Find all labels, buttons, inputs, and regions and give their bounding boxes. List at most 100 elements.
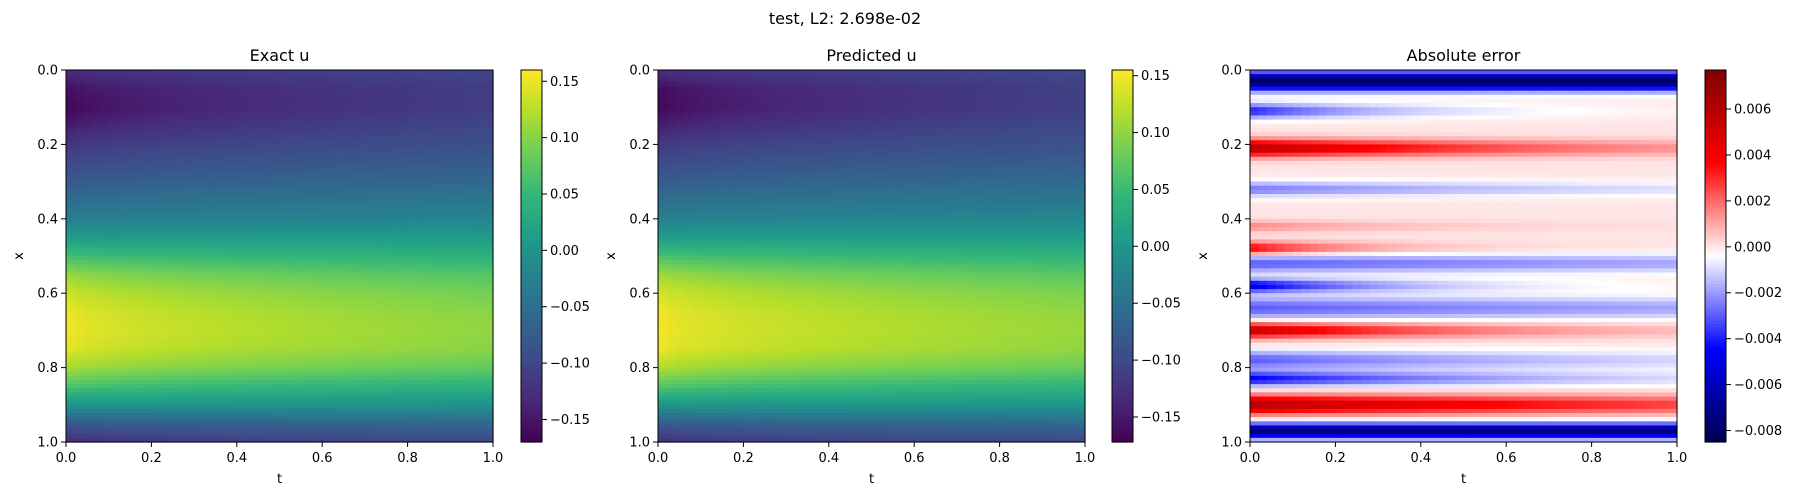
heatmap-cell <box>177 227 187 232</box>
heatmap-cell <box>202 429 212 435</box>
heatmap-cell <box>262 417 272 422</box>
heatmap-cell <box>177 256 187 261</box>
heatmap-cell <box>134 243 144 249</box>
colorbar-segment <box>521 91 542 96</box>
heatmap-cell <box>151 433 161 439</box>
heatmap-cell <box>159 305 170 311</box>
heatmap-cell <box>100 375 110 381</box>
heatmap-cell <box>66 425 76 431</box>
heatmap-cell <box>416 380 426 385</box>
heatmap-cell <box>245 239 255 245</box>
heatmap-cell <box>458 363 468 369</box>
heatmap-cell <box>330 330 340 336</box>
heatmap-cell <box>177 400 187 406</box>
heatmap-cell <box>424 313 434 319</box>
heatmap-cell <box>270 173 281 179</box>
heatmap-cell <box>117 70 127 75</box>
heatmap-cell <box>305 309 315 315</box>
heatmap-cell <box>108 78 118 83</box>
heatmap-cell <box>117 74 127 79</box>
heatmap-cell <box>236 107 246 112</box>
heatmap-cell <box>458 313 468 319</box>
heatmap-cell <box>117 103 127 108</box>
heatmap-cell <box>108 169 118 174</box>
heatmap-cell <box>381 239 392 245</box>
heatmap-cell <box>1076 86 1086 92</box>
heatmap-cell <box>219 189 229 195</box>
heatmap-cell <box>381 169 392 174</box>
heatmap-cell <box>262 202 272 207</box>
heatmap-cell <box>117 417 127 422</box>
heatmap-cell <box>74 280 84 286</box>
heatmap-cell <box>339 173 349 179</box>
heatmap-cell <box>91 272 101 278</box>
heatmap-cell <box>91 338 101 344</box>
heatmap-cell <box>245 235 255 241</box>
heatmap-cell <box>467 272 477 278</box>
heatmap-cell <box>117 408 127 414</box>
heatmap-cell <box>373 289 383 294</box>
colorbar-segment <box>521 426 542 431</box>
heatmap-cell <box>134 388 144 393</box>
heatmap-cell <box>364 173 375 179</box>
heatmap-cell <box>134 144 144 150</box>
heatmap-cell <box>441 152 451 158</box>
heatmap-cell <box>177 421 187 427</box>
heatmap-cell <box>151 86 161 92</box>
heatmap-cell <box>399 173 409 179</box>
heatmap-cell <box>74 98 84 104</box>
heatmap-cell <box>219 338 229 344</box>
heatmap-cell <box>288 78 298 83</box>
heatmap-cell <box>364 165 375 170</box>
heatmap-cell <box>219 169 229 174</box>
colorbar-segment <box>521 159 542 164</box>
heatmap-cell <box>373 388 383 393</box>
heatmap-cell <box>74 272 84 278</box>
heatmap-cell <box>313 239 323 245</box>
heatmap-cell <box>424 264 434 269</box>
heatmap-cell <box>279 338 289 344</box>
heatmap-cell <box>458 98 468 104</box>
heatmap-cell <box>211 227 221 232</box>
heatmap-cell <box>407 181 417 187</box>
heatmap-cell <box>108 74 118 79</box>
heatmap-cell <box>194 210 204 216</box>
heatmap-cell <box>236 148 246 154</box>
heatmap-cell <box>185 127 195 133</box>
heatmap-cell <box>399 346 409 352</box>
heatmap-cell <box>134 82 144 88</box>
heatmap-cell <box>74 297 84 303</box>
heatmap-cell <box>381 276 392 282</box>
heatmap-cell <box>347 206 357 212</box>
heatmap-cell <box>450 388 460 393</box>
heatmap-cell <box>74 169 84 174</box>
heatmap-cell <box>356 268 366 274</box>
heatmap-cell <box>475 433 486 439</box>
colorbar-segment <box>521 336 542 341</box>
heatmap-cell <box>441 140 451 145</box>
heatmap-cell <box>450 404 460 410</box>
heatmap-cell <box>381 218 392 224</box>
heatmap-cell <box>433 421 443 427</box>
heatmap-cell <box>125 169 135 174</box>
heatmap-cell <box>125 152 135 158</box>
heatmap-cell <box>347 293 357 298</box>
heatmap-cell <box>117 111 127 117</box>
heatmap-cell <box>458 177 468 183</box>
heatmap-cell <box>424 247 434 253</box>
heatmap-cell <box>91 160 101 166</box>
heatmap-cell <box>330 363 340 369</box>
heatmap-cell <box>270 152 281 158</box>
heatmap-cell <box>91 264 101 269</box>
heatmap-cell <box>168 103 178 108</box>
heatmap-cell <box>185 185 195 191</box>
heatmap-cell <box>484 355 494 360</box>
heatmap-cell <box>245 218 255 224</box>
heatmap-cell <box>313 338 323 344</box>
heatmap-cell <box>74 301 84 307</box>
heatmap-cell <box>270 326 281 331</box>
heatmap-cell <box>441 272 451 278</box>
heatmap-cell <box>185 148 195 154</box>
heatmap-cell <box>777 78 787 83</box>
heatmap-cell <box>151 388 161 393</box>
